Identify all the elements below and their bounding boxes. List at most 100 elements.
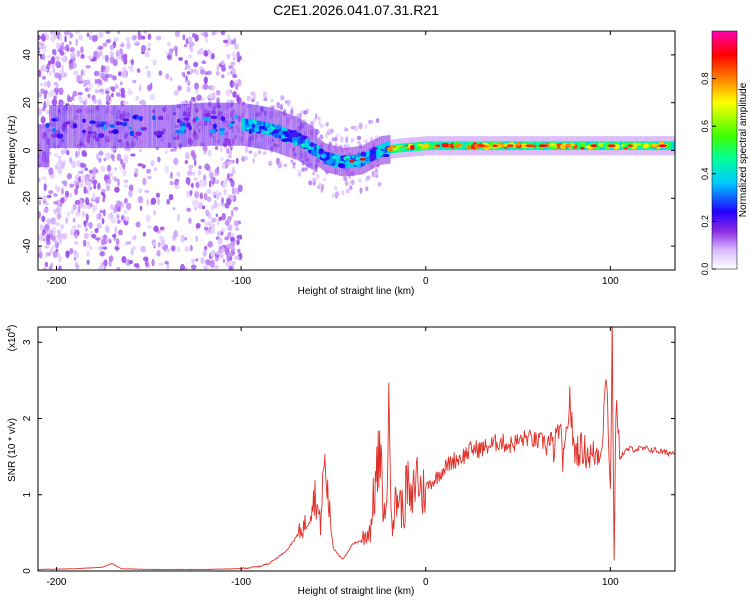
- spectral-point: [224, 236, 230, 241]
- spectral-point: [44, 245, 50, 249]
- spectral-point: [58, 255, 62, 263]
- spectral-point: [86, 250, 90, 257]
- spectral-point: [88, 221, 93, 229]
- spectral-point: [189, 189, 193, 196]
- spectral-point: [133, 263, 140, 268]
- spectral-point: [94, 89, 100, 94]
- spectral-point: [297, 173, 302, 177]
- spectral-point: [105, 94, 112, 102]
- spectral-point: [165, 73, 170, 80]
- spectral-point: [134, 234, 137, 241]
- spectral-point: [52, 250, 58, 258]
- figure-title: C2E1.2026.041.07.31.R21: [273, 2, 439, 18]
- spectral-point: [224, 177, 228, 185]
- spectral-point: [137, 163, 143, 167]
- spectral-point: [210, 85, 215, 91]
- spectral-point: [41, 231, 46, 236]
- spectral-point: [279, 104, 284, 111]
- spectral-point: [204, 226, 209, 231]
- spectral-peak: [348, 159, 355, 163]
- spectral-point: [87, 181, 92, 188]
- y-tick-label: 20: [22, 97, 33, 109]
- spectral-point: [221, 66, 226, 72]
- spectral-band: [535, 141, 539, 151]
- spectral-point: [203, 50, 209, 57]
- spectral-point: [216, 189, 219, 194]
- spectral-point: [186, 170, 193, 176]
- spectral-peak: [506, 144, 514, 148]
- spectral-peak: [309, 142, 315, 147]
- spectral-point: [75, 234, 78, 240]
- spectral-point: [280, 95, 285, 101]
- spectral-band: [371, 148, 375, 161]
- spectral-peak: [266, 126, 271, 131]
- spectral-peak: [298, 135, 302, 141]
- spectral-point: [79, 203, 85, 208]
- spectral-band: [66, 105, 70, 149]
- spectral-point: [38, 92, 42, 98]
- spectral-point: [88, 82, 93, 90]
- spectral-peak: [386, 146, 393, 151]
- spectral-point: [105, 152, 111, 160]
- spectral-point: [108, 171, 113, 177]
- spectral-point: [52, 235, 56, 241]
- spectral-point: [155, 35, 162, 41]
- spectral-point: [108, 177, 112, 185]
- spectral-point: [91, 204, 96, 213]
- spectral-point: [219, 253, 225, 259]
- spectral-point: [224, 247, 230, 256]
- spectral-peak: [141, 127, 148, 131]
- spectral-band: [380, 144, 384, 157]
- spectral-band: [336, 154, 339, 168]
- spectral-point: [320, 185, 323, 193]
- spectral-point: [130, 58, 134, 66]
- spectral-point: [58, 33, 63, 41]
- spectral-point: [341, 189, 345, 196]
- spectral-point: [84, 167, 89, 171]
- spectral-band: [190, 103, 194, 147]
- spectral-point: [82, 100, 87, 106]
- spectral-point: [223, 39, 229, 44]
- spectral-point: [64, 73, 68, 77]
- spectral-point: [195, 235, 199, 243]
- spectral-point: [119, 43, 125, 48]
- spectral-point: [80, 53, 85, 59]
- spectral-point: [203, 83, 209, 91]
- spectral-point: [351, 137, 355, 142]
- spectral-band: [177, 104, 181, 148]
- spectrogram-y-ticks: -40 -20 0 20 40: [22, 49, 675, 253]
- spectral-point: [216, 231, 221, 238]
- spectral-point: [170, 171, 173, 179]
- spectral-point: [143, 189, 150, 193]
- spectral-point: [144, 259, 149, 267]
- spectral-point: [207, 48, 211, 55]
- spectral-point: [87, 93, 91, 99]
- spectral-point: [97, 45, 104, 50]
- spectral-point: [181, 71, 185, 76]
- spectral-point: [186, 190, 190, 199]
- spectral-point: [41, 44, 47, 50]
- y-tick-label: 0: [22, 568, 33, 574]
- spectral-point: [141, 164, 146, 169]
- spectral-point: [213, 171, 217, 177]
- spectral-band: [115, 105, 119, 149]
- spectral-point: [123, 179, 129, 184]
- spectral-point: [232, 68, 236, 76]
- spectral-point: [184, 236, 187, 241]
- spectral-point: [139, 205, 143, 211]
- spectral-peak: [364, 156, 370, 162]
- spectral-peak: [368, 155, 376, 160]
- spectral-point: [202, 144, 208, 152]
- spectral-point: [247, 95, 252, 102]
- spectral-peak: [318, 148, 324, 153]
- spectral-peak: [643, 142, 649, 148]
- spectral-point: [52, 193, 58, 197]
- spectral-point: [343, 126, 347, 132]
- spectral-point: [232, 73, 238, 79]
- spectral-point: [244, 155, 248, 161]
- spectral-peak: [228, 123, 234, 127]
- spectral-point: [193, 61, 199, 68]
- spectral-point: [122, 53, 128, 60]
- spectral-peak: [614, 143, 620, 149]
